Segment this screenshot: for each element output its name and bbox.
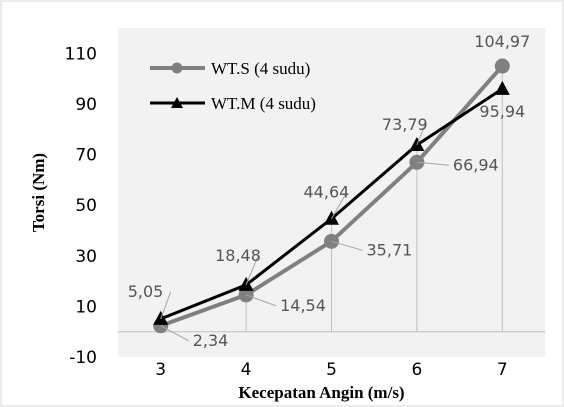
data-point-wts — [495, 59, 510, 74]
y-tick-label: 70 — [75, 146, 97, 166]
y-tick-label: 10 — [75, 297, 97, 317]
data-label: 35,71 — [367, 240, 413, 259]
legend-label-wtm: WT.M (4 sudu) — [211, 94, 316, 113]
y-tick-label: 110 — [65, 44, 97, 64]
y-tick-label: 50 — [75, 196, 97, 216]
x-tick-label: 3 — [155, 360, 166, 380]
x-tick-label: 4 — [241, 360, 252, 380]
legend-label-wts: WT.S (4 sudu) — [211, 59, 310, 78]
data-label: 18,48 — [215, 246, 261, 265]
data-label: 5,05 — [128, 282, 164, 301]
y-axis-title: Torsi (Nm) — [29, 153, 48, 232]
legend-marker-wts — [172, 63, 183, 74]
data-label: 44,64 — [304, 183, 350, 202]
data-label: 2,34 — [193, 331, 229, 350]
x-tick-label: 7 — [497, 360, 508, 380]
data-label: 66,94 — [453, 155, 499, 174]
data-label: 73,79 — [382, 115, 428, 134]
data-label: 104,97 — [474, 32, 530, 51]
x-tick-label: 5 — [326, 360, 337, 380]
data-label: 14,54 — [280, 296, 326, 315]
data-label: 95,94 — [479, 102, 525, 121]
y-tick-label: 30 — [75, 247, 97, 267]
y-tick-label: -10 — [69, 348, 97, 368]
x-tick-label: 6 — [411, 360, 422, 380]
y-tick-label: 90 — [75, 95, 97, 115]
x-axis-title: Kecepatan Angin (m/s) — [238, 383, 404, 402]
